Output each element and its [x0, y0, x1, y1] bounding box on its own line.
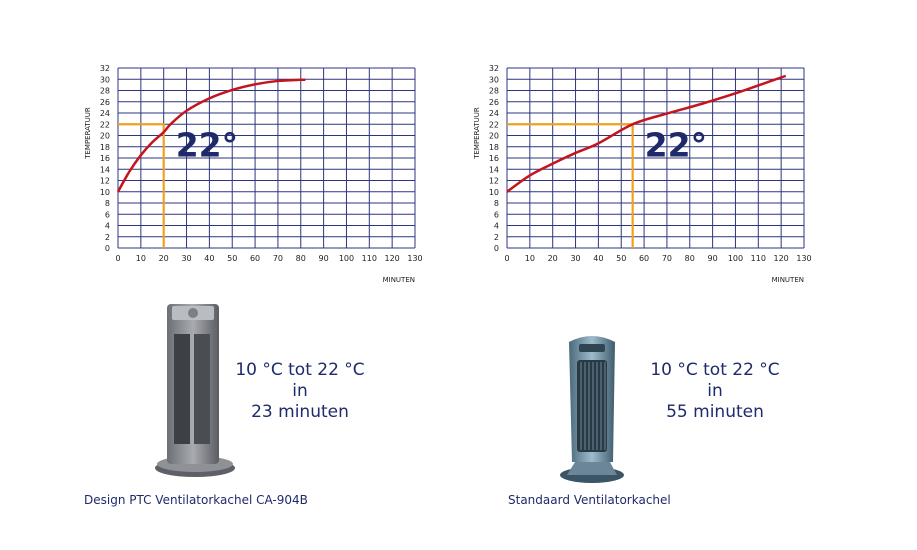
right-x-tick-label: 60	[639, 254, 649, 263]
right-caption: Standaard Ventilatorkachel	[508, 493, 671, 507]
right-y-tick-label: 28	[489, 87, 499, 96]
right-y-tick-label: 4	[494, 222, 499, 231]
left-x-tick-label: 40	[204, 254, 214, 263]
design-ptc-heater-image	[155, 304, 235, 477]
left-x-axis-label: MINUTEN	[383, 276, 415, 284]
right-y-axis-label: TEMPERATUUR	[473, 107, 481, 160]
left-x-tick-label: 90	[319, 254, 329, 263]
right-y-tick-label: 2	[494, 233, 499, 242]
left-x-tick-label: 100	[339, 254, 354, 263]
right-x-tick-label: 40	[593, 254, 603, 263]
left-x-tick-label: 10	[136, 254, 146, 263]
left-y-tick-label: 18	[100, 143, 110, 152]
left-y-tick-label: 32	[100, 64, 110, 73]
left-y-tick-label: 8	[105, 199, 110, 208]
left-summary-line1: 10 °C tot 22 °C	[235, 360, 365, 380]
right-y-tick-label: 22	[489, 120, 499, 129]
left-x-tick-label: 60	[250, 254, 260, 263]
left-y-tick-label: 12	[100, 177, 110, 186]
right-x-tick-label: 50	[616, 254, 626, 263]
left-y-tick-label: 10	[100, 188, 110, 197]
left-y-tick-label: 20	[100, 132, 110, 141]
left-temperature-curve	[116, 78, 306, 193]
right-x-tick-label: 130	[796, 254, 811, 263]
left-y-tick-label: 24	[100, 109, 110, 118]
left-y-tick-label: 4	[105, 222, 110, 231]
right-summary: 10 °C tot 22 °C in 55 minuten	[630, 360, 800, 423]
left-y-tick-label: 26	[100, 98, 110, 107]
right-y-tick-label: 0	[494, 244, 499, 253]
left-y-tick-label: 14	[100, 165, 110, 174]
left-x-tick-label: 80	[296, 254, 306, 263]
left-y-tick-label: 6	[105, 210, 110, 219]
left-y-tick-label: 22	[100, 120, 110, 129]
right-x-axis-label: MINUTEN	[772, 276, 804, 284]
right-x-tick-label: 100	[728, 254, 743, 263]
left-22-degree-annotation: 22°	[176, 125, 238, 164]
left-caption: Design PTC Ventilatorkachel CA-904B	[84, 493, 308, 507]
left-y-tick-label: 0	[105, 244, 110, 253]
right-y-tick-label: 30	[489, 75, 499, 84]
right-y-tick-label: 18	[489, 143, 499, 152]
right-y-tick-label: 8	[494, 199, 499, 208]
right-x-tick-label: 30	[570, 254, 580, 263]
right-y-tick-label: 24	[489, 109, 499, 118]
right-x-tick-label: 80	[685, 254, 695, 263]
left-x-tick-label: 20	[159, 254, 169, 263]
right-x-tick-label: 90	[708, 254, 718, 263]
standard-heater-image	[560, 336, 624, 483]
right-x-tick-label: 20	[548, 254, 558, 263]
left-summary-line3: 23 minuten	[251, 402, 349, 422]
left-summary-line2: in	[292, 381, 308, 401]
right-y-tick-label: 12	[489, 177, 499, 186]
right-y-tick-label: 26	[489, 98, 499, 107]
right-y-tick-label: 20	[489, 132, 499, 141]
right-summary-line3: 55 minuten	[666, 402, 764, 422]
right-summary-line2: in	[707, 381, 723, 401]
right-y-tick-label: 14	[489, 165, 499, 174]
right-x-tick-label: 110	[751, 254, 766, 263]
right-summary-line1: 10 °C tot 22 °C	[650, 360, 780, 380]
left-x-tick-label: 120	[385, 254, 400, 263]
left-x-tick-label: 130	[407, 254, 422, 263]
left-x-tick-label: 30	[181, 254, 191, 263]
right-target-marker	[507, 123, 634, 248]
right-x-tick-label: 10	[525, 254, 535, 263]
left-x-tick-label: 110	[362, 254, 377, 263]
left-y-axis-label: TEMPERATUUR	[84, 107, 92, 160]
left-x-tick-label: 70	[273, 254, 283, 263]
right-y-tick-label: 6	[494, 210, 499, 219]
left-y-tick-label: 16	[100, 154, 110, 163]
left-y-tick-label: 28	[100, 87, 110, 96]
left-x-tick-label: 50	[227, 254, 237, 263]
right-x-tick-label: 70	[662, 254, 672, 263]
left-target-marker	[118, 123, 165, 248]
left-x-tick-label: 0	[115, 254, 120, 263]
right-y-tick-label: 16	[489, 154, 499, 163]
right-x-tick-label: 120	[774, 254, 789, 263]
right-y-tick-label: 10	[489, 188, 499, 197]
right-x-tick-label: 0	[504, 254, 509, 263]
left-y-tick-label: 30	[100, 75, 110, 84]
left-summary: 10 °C tot 22 °C in 23 minuten	[215, 360, 385, 423]
right-temperature-curve	[506, 74, 787, 193]
left-y-tick-label: 2	[105, 233, 110, 242]
right-y-tick-label: 32	[489, 64, 499, 73]
right-22-degree-annotation: 22°	[645, 125, 707, 164]
